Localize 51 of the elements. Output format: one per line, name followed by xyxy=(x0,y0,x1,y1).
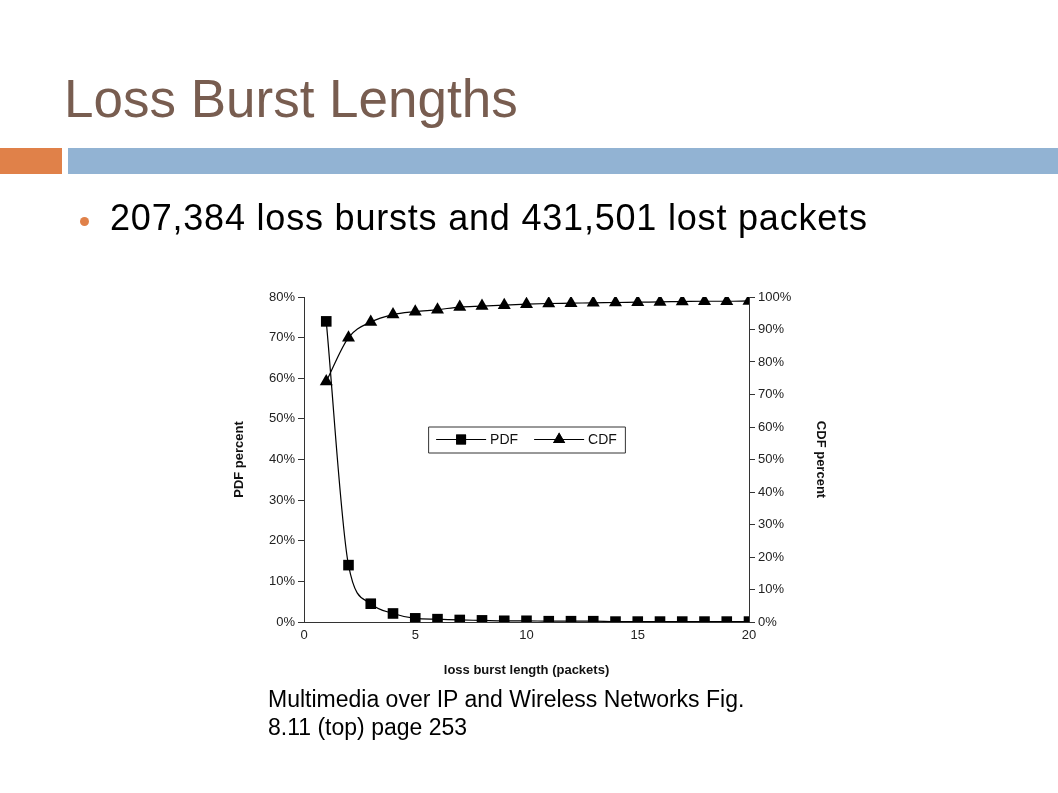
legend-label: CDF xyxy=(588,431,617,448)
y2-axis-title: CDF percent xyxy=(813,420,829,499)
chart-title: Loss Burst Lengths xyxy=(64,68,518,130)
y2-tick-label: 40% xyxy=(758,483,785,499)
x-tick-label: 15 xyxy=(630,627,645,643)
y2-tick-label: 30% xyxy=(758,516,785,532)
point xyxy=(475,298,489,310)
legend-label: PDF xyxy=(490,431,519,448)
y2-tick-label: 10% xyxy=(758,581,785,597)
y2-tick-label: 0% xyxy=(758,613,778,629)
y-tick-label: 0% xyxy=(276,613,296,629)
point xyxy=(520,297,533,308)
y-tick-label: 70% xyxy=(268,329,296,345)
x-axis-title: loss burst length (packets) xyxy=(443,661,610,677)
x-tick-label: 5 xyxy=(411,627,419,643)
point xyxy=(542,297,556,308)
y2-tick-label: 80% xyxy=(758,353,785,369)
y-tick-label: 10% xyxy=(268,572,296,588)
point xyxy=(408,304,422,316)
point xyxy=(364,314,378,326)
point xyxy=(431,302,444,314)
y-tick-label: 50% xyxy=(268,410,296,426)
point xyxy=(320,316,332,327)
point xyxy=(343,559,354,571)
point xyxy=(497,297,511,309)
y-tick-label: 40% xyxy=(268,451,296,467)
y2-tick-label: 50% xyxy=(758,451,785,467)
x-tick-label: 10 xyxy=(519,627,534,643)
x-tick-label: 0 xyxy=(300,627,308,643)
point xyxy=(409,613,421,622)
y2-tick-label: 70% xyxy=(758,386,785,402)
y-tick-label: 60% xyxy=(268,369,296,385)
point xyxy=(319,374,333,386)
x-tick-label: 20 xyxy=(741,627,757,643)
text: Multimedia over IP and Wireless Networks Fig. 8.11 (top) page 253 xyxy=(268,685,746,741)
point xyxy=(386,307,400,319)
point xyxy=(586,297,600,307)
y-tick-label: 80% xyxy=(268,288,296,304)
y2-tick-label: 60% xyxy=(758,418,785,434)
y-axis-title: PDF percent xyxy=(231,420,247,498)
point xyxy=(453,299,467,311)
point xyxy=(609,297,622,307)
y-tick-label: 20% xyxy=(268,532,296,548)
point xyxy=(564,297,578,307)
y2-tick-label: 90% xyxy=(758,321,785,337)
y2-tick-label: 20% xyxy=(758,548,785,564)
point xyxy=(342,330,355,342)
y-tick-label: 30% xyxy=(268,491,296,507)
chart-subtitle: 207,384 loss bursts and 431,501 lost packets xyxy=(110,197,868,239)
point xyxy=(432,613,443,622)
y2-tick-label: 100% xyxy=(758,288,792,304)
